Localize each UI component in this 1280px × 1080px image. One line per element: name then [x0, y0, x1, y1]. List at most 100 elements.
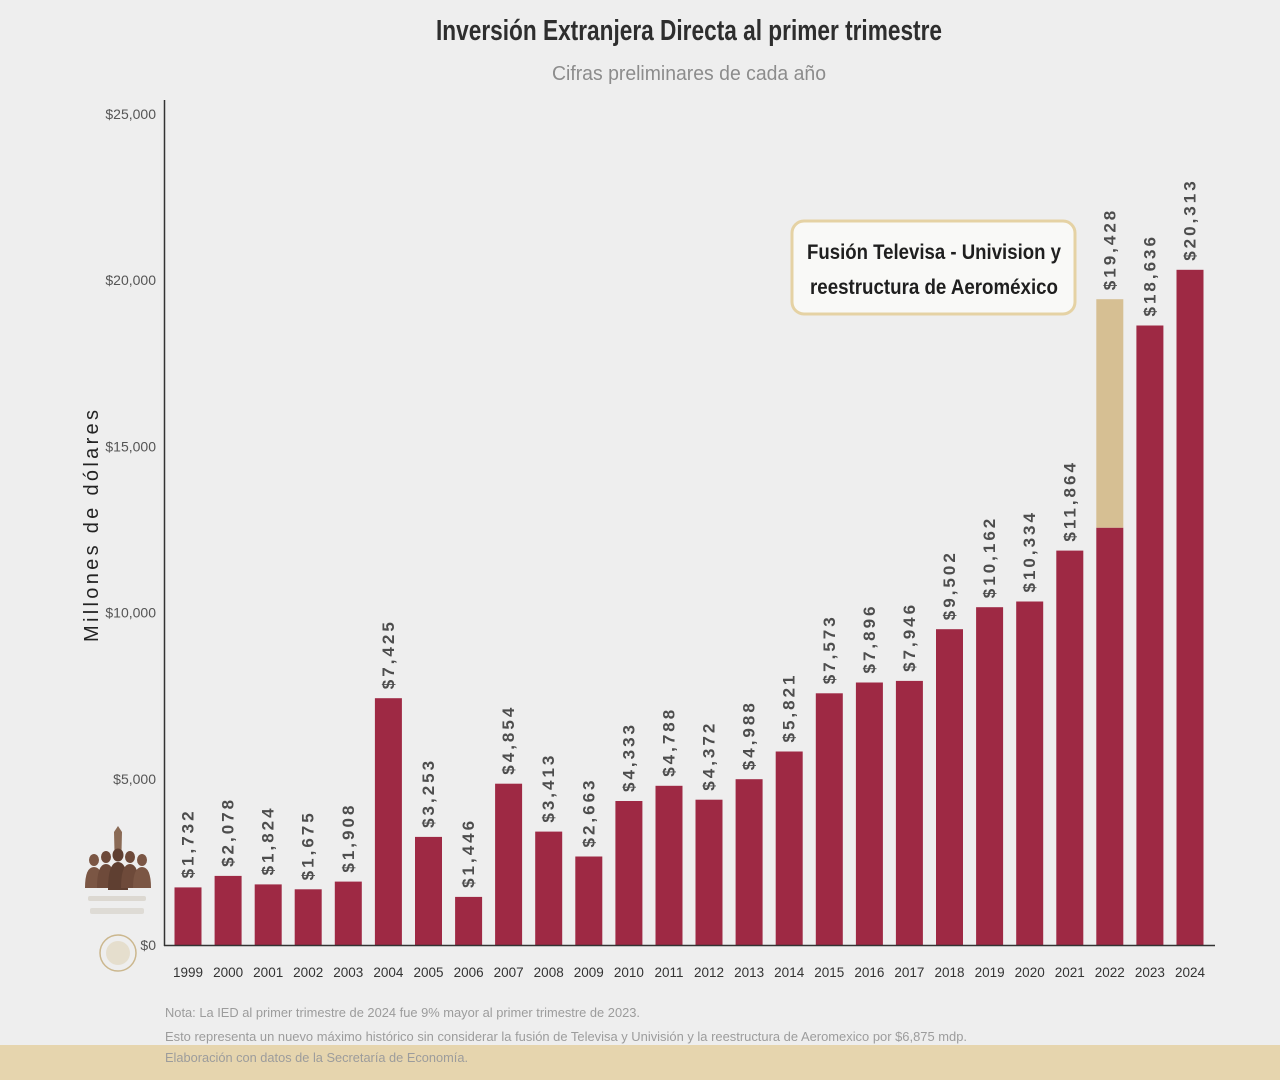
bar-2019: [976, 607, 1004, 945]
bar-2022: [1096, 527, 1124, 945]
bar-2020: [1016, 601, 1044, 945]
annotation-line-1: Fusión Televisa - Univision y: [807, 241, 1061, 264]
value-label-2011: $4,788: [660, 707, 679, 777]
bar-2006: [455, 896, 483, 945]
value-label-1999: $1,732: [179, 808, 198, 878]
logo-figure-head: [125, 851, 135, 863]
footer-band: [0, 1045, 1280, 1080]
bar-2023: [1136, 325, 1164, 945]
x-tick-label-2024: 2024: [1175, 965, 1206, 980]
value-label-2002: $1,675: [299, 810, 318, 880]
x-tick-label-2014: 2014: [774, 965, 805, 980]
value-label-2024: $20,313: [1181, 178, 1200, 260]
logo-figure-body: [133, 867, 151, 888]
value-label-2004: $7,425: [379, 619, 398, 689]
bar-2005: [415, 836, 442, 945]
y-tick-label: $5,000: [113, 771, 156, 787]
bar-2013: [735, 779, 763, 945]
gobierno-de-mexico-logo: [85, 826, 151, 972]
bars: [174, 269, 1204, 945]
logo-wordmark: [90, 908, 144, 914]
value-label-2000: $2,078: [219, 797, 238, 867]
bar-2008: [535, 831, 563, 945]
bar-2009: [575, 856, 603, 945]
x-tick-label-2002: 2002: [293, 965, 323, 980]
x-tick-label-2011: 2011: [654, 965, 683, 980]
bar-1999: [174, 887, 202, 945]
note-line-1: Nota: La IED al primer trimestre de 2024…: [165, 1005, 640, 1020]
value-label-2019: $10,162: [980, 516, 999, 598]
x-tick-label-2005: 2005: [413, 965, 443, 980]
note-line-2: Esto representa un nuevo máximo históric…: [165, 1029, 967, 1044]
x-tick-label-2017: 2017: [894, 965, 924, 980]
x-tick-label-2006: 2006: [454, 965, 484, 980]
logo-wordmark: [88, 896, 146, 901]
logo-monument: [114, 826, 122, 852]
value-label-2020: $10,334: [1020, 510, 1039, 592]
x-tick-label-2010: 2010: [614, 965, 644, 980]
bar-segment-2022: [1096, 299, 1124, 528]
annotation-frame: [790, 219, 1077, 316]
logo-figure-head: [101, 851, 111, 863]
y-axis-title: Millones de dólares: [81, 410, 103, 642]
bar-2001: [254, 884, 282, 945]
bar-2014: [775, 751, 803, 945]
bar-2015: [815, 693, 843, 945]
value-label-2022: $19,428: [1100, 208, 1119, 290]
logo-figures: [85, 826, 151, 890]
value-label-2017: $7,946: [900, 602, 919, 672]
value-label-2010: $4,333: [619, 722, 638, 792]
value-label-2015: $7,573: [820, 614, 839, 684]
chart-title: Inversión Extranjera Directa al primer t…: [436, 15, 942, 47]
value-label-2023: $18,636: [1140, 234, 1159, 316]
x-tick-label-2023: 2023: [1135, 965, 1165, 980]
bar-2017: [895, 680, 923, 945]
value-label-2014: $5,821: [780, 673, 799, 743]
value-label-2021: $11,864: [1060, 460, 1079, 542]
bar-2018: [936, 629, 963, 945]
bar-2024: [1176, 269, 1204, 945]
value-label-2016: $7,896: [860, 604, 879, 674]
y-tick-label: $0: [140, 937, 156, 953]
value-label-2013: $4,988: [740, 700, 759, 770]
bar-2021: [1056, 550, 1084, 945]
value-label-2003: $1,908: [339, 803, 358, 873]
x-tick-label-2000: 2000: [213, 965, 243, 980]
x-tick-label-2015: 2015: [814, 965, 844, 980]
value-label-2012: $4,372: [700, 721, 719, 791]
x-tick-label-2004: 2004: [373, 965, 404, 980]
x-tick-label-2016: 2016: [854, 965, 884, 980]
annotation-line-2: reestructura de Aeroméxico: [810, 276, 1058, 299]
x-tick-label-2018: 2018: [934, 965, 964, 980]
x-tick-label-2009: 2009: [574, 965, 604, 980]
bar-2007: [495, 783, 523, 945]
logo-figure-head: [137, 854, 147, 866]
bar-2012: [695, 799, 723, 945]
bar-2004: [374, 698, 402, 945]
bar-2010: [615, 801, 643, 945]
bar-2016: [855, 682, 883, 945]
bar-2011: [655, 785, 683, 945]
x-tick-label-1999: 1999: [173, 965, 203, 980]
value-label-2001: $1,824: [259, 805, 278, 875]
x-tick-label-2021: 2021: [1055, 965, 1085, 980]
x-tick-label-2001: 2001: [253, 965, 283, 980]
note-line-3: Elaboración con datos de la Secretaría d…: [165, 1050, 468, 1065]
y-tick-label: $10,000: [105, 605, 156, 621]
y-axis-tick-labels: $0 $5,000 $10,000 $15,000 $20,000 $25,000: [105, 106, 156, 953]
value-label-2008: $3,413: [539, 753, 558, 823]
x-tick-label-2003: 2003: [333, 965, 363, 980]
chart-subtitle: Cifras preliminares de cada año: [552, 63, 826, 85]
y-tick-label: $20,000: [105, 272, 156, 288]
x-tick-label-2012: 2012: [694, 965, 724, 980]
logo-figure-head: [89, 854, 99, 866]
annotation-box: Fusión Televisa - Univision y reestructu…: [790, 219, 1077, 316]
x-tick-label-2019: 2019: [975, 965, 1005, 980]
logo-figure-head: [112, 848, 124, 862]
y-tick-label: $15,000: [105, 438, 156, 454]
logo-seal-center: [106, 941, 130, 965]
value-label-2018: $9,502: [940, 550, 959, 620]
y-tick-label: $25,000: [105, 106, 156, 122]
x-tick-label-2022: 2022: [1095, 965, 1125, 980]
